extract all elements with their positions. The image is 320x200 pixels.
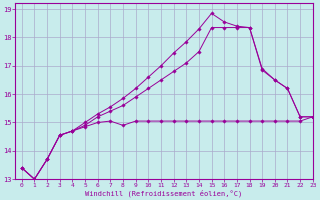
- X-axis label: Windchill (Refroidissement éolien,°C): Windchill (Refroidissement éolien,°C): [85, 189, 243, 197]
